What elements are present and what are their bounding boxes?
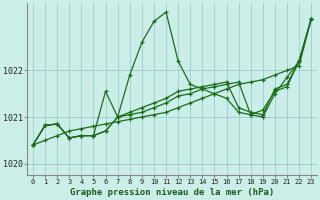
X-axis label: Graphe pression niveau de la mer (hPa): Graphe pression niveau de la mer (hPa) [70, 188, 274, 197]
